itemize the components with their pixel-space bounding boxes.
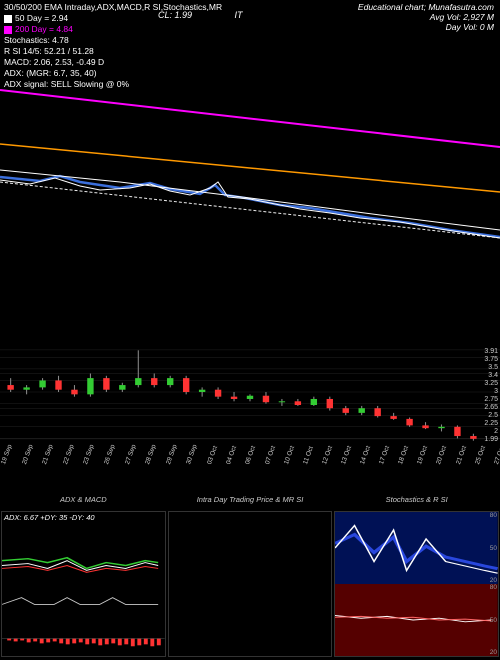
adx-macd-panel: ADX: 6.67 +DY: 35 -DY: 40	[1, 511, 166, 657]
sub-title-adx: ADX & MACD	[0, 495, 167, 509]
stoch-rsi-panel: 805020 805020	[334, 511, 499, 657]
hdr-right: Educational chart; Munafasutra.com Avg V…	[358, 2, 494, 32]
intraday-panel	[168, 511, 333, 657]
candlestick-chart: 3.913.753.53.43.2532.752.652.52.2521.99	[0, 348, 500, 443]
sub-panel-row: ADX: 6.67 +DY: 35 -DY: 40 805020 805020	[0, 510, 500, 658]
sub-headers: ADX & MACD Intra Day Trading Price & MR …	[0, 495, 500, 509]
sub-title-intraday: Intra Day Trading Price & MR SI	[167, 495, 334, 509]
main-price-chart	[0, 82, 500, 342]
candle-ylabels: 3.913.753.53.43.2532.752.652.52.2521.99	[484, 348, 498, 443]
hdr-rsi: R SI 14/5: 52.21 / 51.28	[4, 46, 496, 57]
sub-title-stoch: Stochastics & R SI	[333, 495, 500, 509]
date-axis: 19 Sep20 Sep21 Sep22 Sep23 Sep26 Sep27 S…	[0, 443, 500, 483]
hdr-sig: ADX signal: SELL Slowing @ 0%	[4, 79, 496, 90]
hdr-stoch: Stochastics: 4.78	[4, 35, 496, 46]
rsi-ylabels: 805020	[490, 584, 497, 656]
hdr-adx: ADX: (MGR: 6.7, 35, 40)	[4, 68, 496, 79]
stoch-ylabels: 805020	[490, 512, 497, 584]
hdr-cl: CL: 1.99 IT	[158, 10, 243, 20]
hdr-macd: MACD: 2.06, 2.53, -0.49 D	[4, 57, 496, 68]
adx-info: ADX: 6.67 +DY: 35 -DY: 40	[4, 513, 95, 522]
chart-header: 30/50/200 EMA Intraday,ADX,MACD,R SI,Sto…	[0, 0, 500, 82]
